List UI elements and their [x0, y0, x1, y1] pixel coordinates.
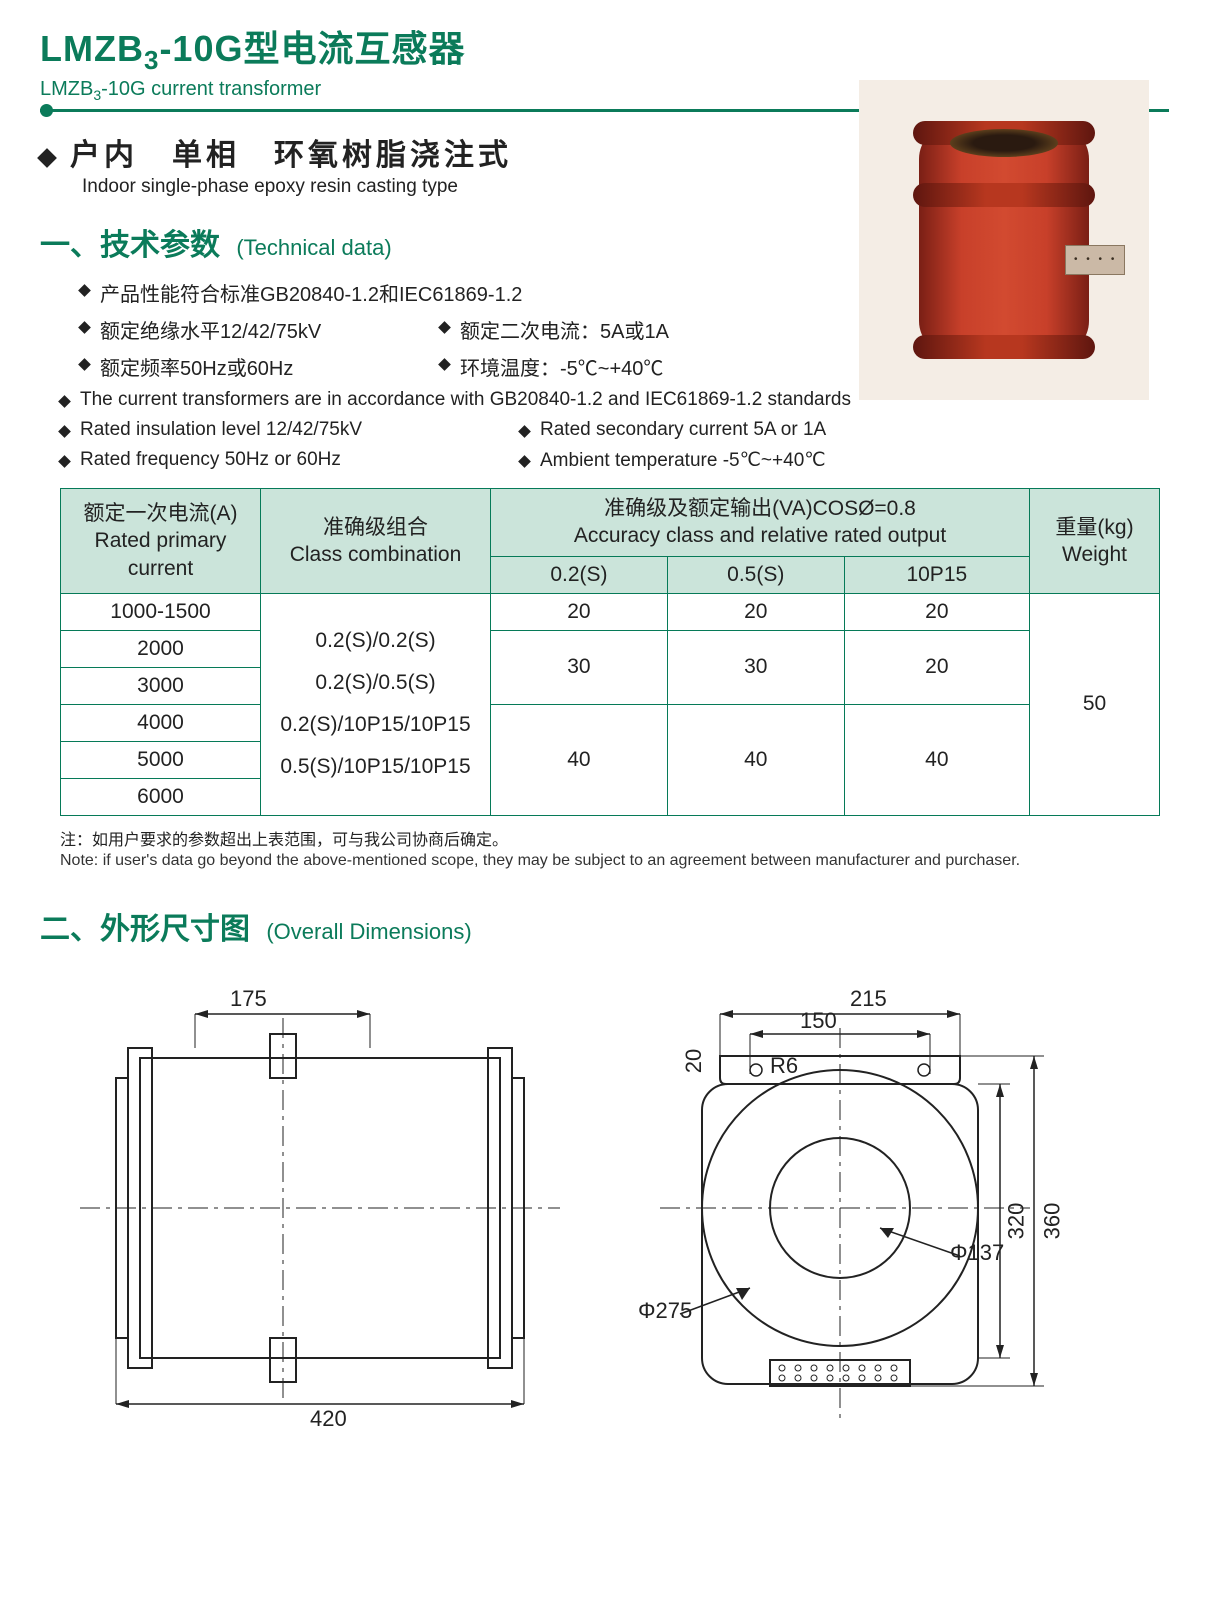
bullet-item: The current transformers are in accordan…	[60, 389, 851, 411]
bullet-item: Rated frequency 50Hz or 60Hz	[60, 449, 480, 472]
dim-label: 175	[230, 986, 267, 1012]
spec-table: 额定一次电流(A) Rated primary current 准确级组合 Cl…	[60, 488, 1160, 816]
bullets-cn: 产品性能符合标准GB20840-1.2和IEC61869-1.2 额定绝缘水平1…	[80, 278, 900, 381]
dim-label: 20	[681, 1049, 707, 1073]
dim-label: 360	[1039, 1202, 1065, 1239]
product-photo	[859, 80, 1149, 400]
dim-label: R6	[770, 1053, 798, 1079]
bullet-item: Rated secondary current 5A or 1A	[520, 419, 826, 441]
section2-heading: 二、外形尺寸图 (Overall Dimensions)	[40, 904, 1169, 948]
dim-label: 420	[310, 1406, 347, 1432]
page-title: LMZB3-10G型电流互感器	[40, 20, 1169, 76]
note-en: Note: if user's data go beyond the above…	[60, 852, 1169, 870]
note-cn: 注：如用户要求的参数超出上表范围，可与我公司协商后确定。	[60, 826, 1169, 850]
diamond-bullet-icon	[37, 148, 57, 168]
type-cn: 户内 单相 环氧树脂浇注式	[70, 130, 512, 174]
dim-label: 215	[850, 986, 887, 1012]
dim-label: 150	[800, 1008, 837, 1034]
dimension-diagrams: 175 420	[80, 988, 1169, 1428]
bullet-item: Rated insulation level 12/42/75kV	[60, 419, 480, 441]
dim-label: Φ137	[950, 1240, 1004, 1266]
bullet-item: Ambient temperature -5℃~+40℃	[520, 449, 826, 472]
diagram-side-view: 175 420	[80, 988, 560, 1428]
bullets-en: The current transformers are in accordan…	[60, 389, 1160, 472]
bullet-item: 额定二次电流：5A或1A	[440, 315, 669, 344]
dim-label: 320	[1003, 1202, 1029, 1239]
diagram-front-view: 215 150 R6 20	[620, 988, 1080, 1428]
bullet-item: 环境温度：-5℃~+40℃	[440, 352, 663, 381]
bullet-item: 额定绝缘水平12/42/75kV	[80, 315, 400, 344]
bullet-item: 产品性能符合标准GB20840-1.2和IEC61869-1.2	[80, 278, 522, 307]
dim-label: Φ275	[638, 1298, 692, 1324]
bullet-item: 额定频率50Hz或60Hz	[80, 352, 400, 381]
